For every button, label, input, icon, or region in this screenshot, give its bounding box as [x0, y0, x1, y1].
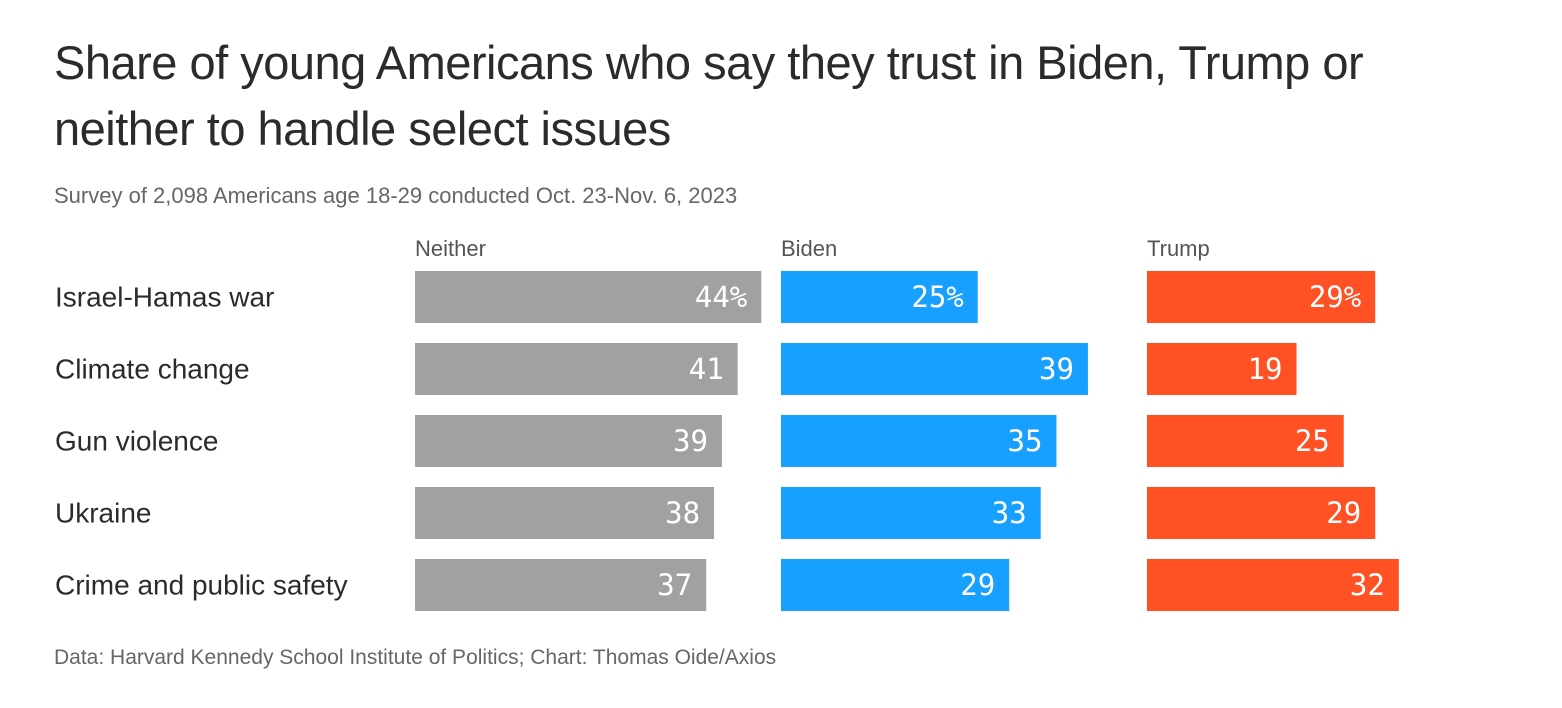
- data-label: 41: [689, 352, 724, 386]
- bar: [781, 415, 1057, 467]
- category-label: Israel-Hamas war: [55, 282, 274, 313]
- bar: [1147, 559, 1399, 611]
- category-label: Climate change: [55, 354, 250, 385]
- bar: [1147, 415, 1344, 467]
- bar: [781, 343, 1088, 395]
- data-label: 29: [1326, 496, 1361, 530]
- data-label: 25%: [911, 280, 963, 314]
- data-label: 44%: [695, 280, 747, 314]
- chart-subtitle: Survey of 2,098 Americans age 18-29 cond…: [54, 183, 738, 208]
- data-label: 29: [960, 568, 995, 602]
- data-label: 37: [657, 568, 692, 602]
- data-label: 19: [1248, 352, 1283, 386]
- data-label: 39: [1039, 352, 1074, 386]
- chart-title: Share of young Americans who say they tr…: [54, 36, 1364, 155]
- category-label: Gun violence: [55, 426, 218, 457]
- bar: [1147, 487, 1376, 539]
- series-header: Biden: [781, 236, 837, 261]
- category-label: Ukraine: [55, 498, 151, 529]
- bar: [415, 343, 738, 395]
- series-header: Neither: [415, 236, 486, 261]
- bar: [415, 487, 715, 539]
- bar: [415, 271, 762, 323]
- bar: [1147, 271, 1376, 323]
- bar: [415, 415, 722, 467]
- data-label: 39: [673, 424, 708, 458]
- bar: [781, 559, 1010, 611]
- data-label: 35: [1008, 424, 1043, 458]
- bar: [781, 271, 978, 323]
- bar: [415, 559, 707, 611]
- data-label: 38: [665, 496, 700, 530]
- data-label: 29%: [1309, 280, 1361, 314]
- bar: [781, 487, 1041, 539]
- data-label: 25: [1295, 424, 1330, 458]
- data-label: 33: [992, 496, 1027, 530]
- source-note: Data: Harvard Kennedy School Institute o…: [54, 646, 777, 669]
- series-header: Trump: [1147, 236, 1210, 261]
- data-label: 32: [1350, 568, 1385, 602]
- bar: [1147, 343, 1297, 395]
- category-label: Crime and public safety: [55, 570, 348, 601]
